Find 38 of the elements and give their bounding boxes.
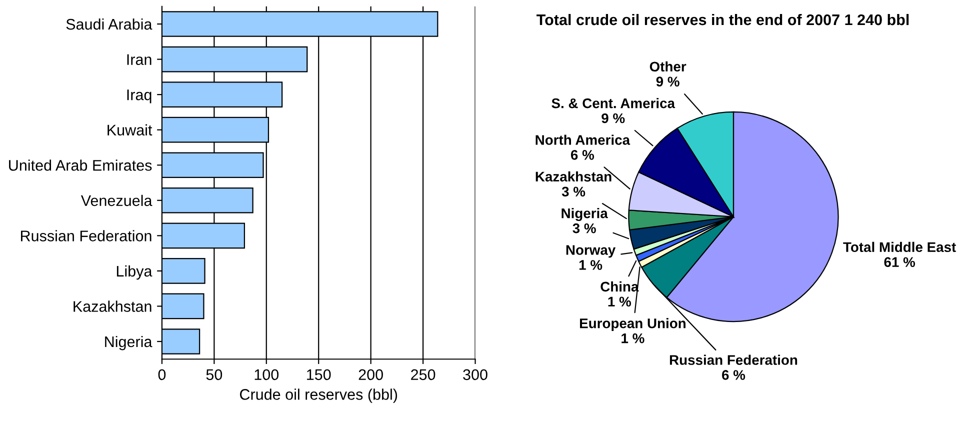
legend-label: Norway bbox=[566, 245, 616, 258]
x-tick-label: 300 bbox=[463, 369, 488, 380]
x-tick-label: 200 bbox=[358, 369, 383, 380]
x-tick-label: 250 bbox=[411, 369, 436, 380]
x-tick-label: 100 bbox=[254, 369, 279, 380]
data-label: 1 % bbox=[608, 296, 631, 307]
y-tick-label: Iraq bbox=[127, 90, 152, 104]
x-tick-label: 50 bbox=[206, 369, 222, 380]
y-tick-label: Kuwait bbox=[108, 124, 152, 136]
x-tick-label: 0 bbox=[158, 369, 166, 380]
y-tick-label: Iran bbox=[127, 54, 152, 65]
data-label: 61 % bbox=[884, 257, 916, 267]
slice-label: Other bbox=[650, 61, 686, 72]
y-tick-label: Libya bbox=[116, 265, 152, 280]
data-label: 3 % bbox=[562, 186, 586, 197]
data-label: 6 % bbox=[722, 370, 746, 380]
data-label: 1 % bbox=[622, 333, 644, 344]
x-axis-title: Crude oil reserves (bbl) bbox=[240, 388, 398, 403]
data-label: 9 % bbox=[656, 76, 680, 86]
slice-label: Russian Federation bbox=[670, 354, 798, 365]
y-tick-label: Kazakhstan bbox=[74, 300, 152, 312]
y-tick-label: Russian Federation bbox=[21, 230, 152, 242]
slice-label: S. & Cent. America bbox=[552, 98, 676, 108]
data-label: 1 % bbox=[579, 260, 602, 270]
y-tick-label: United Arab Emirates bbox=[9, 160, 152, 171]
x-tick-label: 150 bbox=[307, 369, 331, 380]
slice-label: North America bbox=[536, 134, 630, 145]
data-label: 6 % bbox=[570, 150, 594, 160]
y-tick-label: Venezuela bbox=[80, 194, 152, 206]
slice-label: Kazakhstan bbox=[536, 171, 612, 182]
y-tick-label: Nigeria bbox=[105, 336, 152, 350]
slice-label: European Union bbox=[580, 318, 686, 332]
slice-label: Total Middle East bbox=[843, 242, 956, 252]
slice-label: Nigeria bbox=[562, 208, 608, 222]
chart-title: Total crude oil reserves in the end of 2007 1 240 bbl bbox=[536, 14, 909, 26]
y-tick-label: Saudi Arabia bbox=[66, 18, 152, 30]
data-label: 3 % bbox=[572, 223, 596, 234]
data-label: 9 % bbox=[602, 113, 625, 124]
